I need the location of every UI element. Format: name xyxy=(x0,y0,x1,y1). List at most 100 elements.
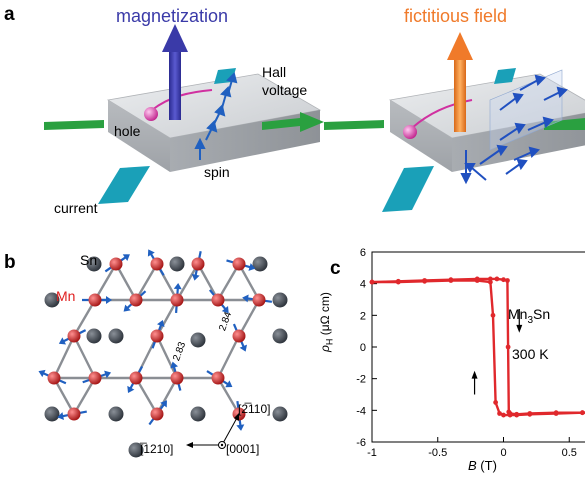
data-point xyxy=(580,410,585,416)
panel-label-a: a xyxy=(4,4,15,25)
lattice-bond xyxy=(237,263,261,301)
sn-atom xyxy=(272,406,288,422)
y-tick-label: 4 xyxy=(360,279,366,291)
mn-spin-arrowhead xyxy=(236,424,245,431)
data-point xyxy=(553,411,559,416)
sn-atom xyxy=(44,406,60,422)
data-point xyxy=(490,312,496,318)
mn-spin-arrowhead xyxy=(239,344,247,352)
spin-arrows xyxy=(194,72,238,160)
y-tick-label: 0 xyxy=(360,342,366,354)
x-tick-label: 0.5 xyxy=(562,447,577,459)
sn-atom xyxy=(272,328,288,344)
mn-spin-arrowhead xyxy=(242,294,249,303)
lattice-bond xyxy=(52,335,76,379)
ylabel-unit: (μΩ cm) xyxy=(318,292,332,336)
y-tick-label: -2 xyxy=(356,374,366,386)
lattice-bond xyxy=(134,263,159,301)
magnetization-arrow xyxy=(162,24,188,120)
hole-sphere xyxy=(144,107,158,121)
mn-atom xyxy=(88,371,102,385)
xlabel-var: B xyxy=(468,458,477,473)
data-point xyxy=(448,278,454,283)
mn-atom xyxy=(67,407,81,421)
panel-label-c: c xyxy=(330,258,341,279)
mn-spin-arrowhead xyxy=(147,249,155,257)
data-point xyxy=(474,278,480,283)
mn-spin-arrowhead xyxy=(225,380,233,388)
lattice-bond xyxy=(93,263,118,301)
material-sub: 3 xyxy=(527,314,534,326)
mn-spin-arrowhead xyxy=(123,304,131,312)
mn-atom xyxy=(129,293,143,307)
material-tail: Sn xyxy=(533,306,551,322)
sn-atom xyxy=(190,406,206,422)
axis-arrow-2110 xyxy=(221,415,239,446)
data-point xyxy=(514,412,520,418)
data-point xyxy=(395,279,401,285)
sn-atom xyxy=(169,256,185,272)
mn-spin-arrowhead xyxy=(170,361,179,369)
series-line-0 xyxy=(371,277,585,416)
mn-atom xyxy=(170,293,184,307)
right-device xyxy=(324,32,585,212)
y-tick-label: 6 xyxy=(360,247,366,259)
hall-label-line1: Hall xyxy=(262,64,287,80)
data-point xyxy=(501,412,506,418)
mn-spin-arrowhead xyxy=(122,254,130,261)
mn-label: Mn xyxy=(56,288,76,304)
mn-atom xyxy=(129,371,143,385)
mn-atom xyxy=(211,371,225,385)
mn-spin-arrowhead xyxy=(106,296,112,304)
fictitious-field-arrow xyxy=(447,32,473,132)
current-in-arrow xyxy=(44,120,104,130)
mn-atom xyxy=(252,293,266,307)
mn-atom xyxy=(150,407,164,421)
sn-atom xyxy=(272,292,288,308)
hall-label-line2: voltage xyxy=(262,82,308,98)
mn-spin-arrowhead xyxy=(157,320,165,328)
mn-spin-arrowhead xyxy=(57,412,64,421)
ylabel-sub: H xyxy=(324,338,335,346)
mn-atom xyxy=(232,257,246,271)
mn-atom xyxy=(109,257,123,271)
lattice-bond xyxy=(155,335,179,379)
lattice-bond xyxy=(196,263,220,301)
lattice-bond xyxy=(216,263,241,301)
data-point xyxy=(493,400,499,405)
mn-spin-arrowhead xyxy=(221,306,229,314)
spin-label: spin xyxy=(204,164,230,180)
y-tick-label: -4 xyxy=(356,405,366,417)
x-tick-label: 0 xyxy=(500,447,506,459)
axis-arrowhead-1210 xyxy=(186,442,193,448)
lattice-bond xyxy=(72,299,97,337)
magnetization-title: magnetization xyxy=(116,6,229,26)
current-strip xyxy=(98,166,150,204)
data-point xyxy=(505,278,510,283)
x-tick-label: -0.5 xyxy=(428,447,447,459)
ylabel: ρH (μΩ cm) xyxy=(318,292,334,352)
direction-2110: [2̅110] xyxy=(238,402,271,416)
lattice-bond xyxy=(72,335,97,379)
sn-atom xyxy=(86,328,102,344)
lattice-bond xyxy=(114,263,138,301)
sn-atom xyxy=(190,332,206,348)
mn-atom xyxy=(47,371,61,385)
sn-label: Sn xyxy=(80,252,98,268)
sweep-arrowhead-up xyxy=(471,370,478,379)
mn-spin-arrowhead xyxy=(173,283,182,290)
series-line-1 xyxy=(372,279,585,417)
lattice-bond xyxy=(134,377,159,415)
mn-atom xyxy=(150,257,164,271)
lattice-bond xyxy=(237,299,261,337)
temperature-label: 300 K xyxy=(512,346,549,362)
lattice-bond xyxy=(216,377,241,415)
data-point xyxy=(527,411,533,417)
mn-spin-arrowhead xyxy=(38,369,46,378)
mn-atom xyxy=(67,329,81,343)
sn-atom xyxy=(128,442,144,458)
data-point xyxy=(507,412,513,418)
xlabel-unit: (T) xyxy=(480,458,497,473)
axis-arrowhead-2110 xyxy=(234,413,239,421)
x-tick-label: -1 xyxy=(367,447,377,459)
